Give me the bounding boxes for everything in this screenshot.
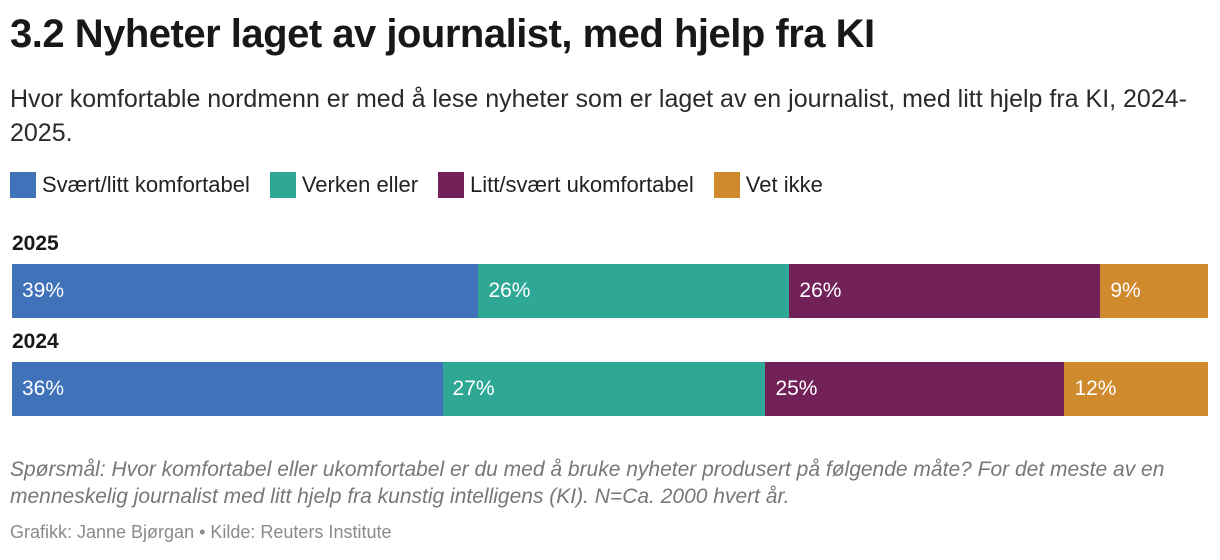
bar-segment-label: 12% — [1074, 377, 1117, 400]
bar-segment-label: 26% — [488, 279, 531, 302]
bar-segment-label: 27% — [452, 377, 495, 400]
legend-label: Verken eller — [301, 172, 419, 197]
legend-item: Verken eller — [269, 172, 419, 198]
bar-segment: 9% — [1100, 264, 1208, 318]
bar-segment-label: 36% — [22, 377, 65, 400]
stacked-bar: 36% 27% 25% 12% — [12, 362, 1208, 416]
year-label: 2024 — [12, 330, 59, 353]
survey-note: Spørsmål: Hvor komfortabel eller ukomfor… — [10, 458, 1165, 508]
legend-item: Vet ikke — [713, 172, 823, 198]
bar-segment-label: 39% — [22, 279, 65, 302]
bar-segment-label: 25% — [775, 377, 818, 400]
legend-item: Litt/svært ukomfortabel — [438, 172, 694, 198]
legend-label: Litt/svært ukomfortabel — [470, 172, 694, 197]
bar-segment-label: 9% — [1110, 279, 1141, 302]
bar-segment: 27% — [442, 362, 766, 416]
legend-swatch — [713, 172, 740, 198]
year-label: 2025 — [12, 232, 59, 255]
legend-swatch — [269, 172, 296, 198]
source-credit: Grafikk: Janne Bjørgan • Kilde: Reuters … — [10, 522, 392, 542]
legend: Svært/litt komfortabel Verken eller Litt/s… — [10, 172, 843, 198]
bar-segment: 39% — [12, 264, 479, 318]
legend-label: Svært/litt komfortabel — [42, 172, 250, 197]
chart-subtitle: Hvor komfortable nordmenn er med å lese … — [10, 85, 1187, 147]
bar-segment: 25% — [765, 362, 1065, 416]
stacked-bar: 39% 26% 26% 9% — [12, 264, 1208, 318]
bar-segment: 36% — [12, 362, 443, 416]
legend-item: Svært/litt komfortabel — [10, 172, 250, 198]
chart-title: 3.2 Nyheter laget av journalist, med hje… — [10, 12, 875, 56]
legend-swatch — [10, 172, 36, 198]
bar-segment: 12% — [1064, 362, 1208, 416]
legend-label: Vet ikke — [745, 172, 823, 197]
bar-segment: 26% — [789, 264, 1101, 318]
bar-segment-label: 26% — [799, 279, 842, 302]
legend-swatch — [438, 172, 465, 198]
bar-segment: 26% — [478, 264, 790, 318]
